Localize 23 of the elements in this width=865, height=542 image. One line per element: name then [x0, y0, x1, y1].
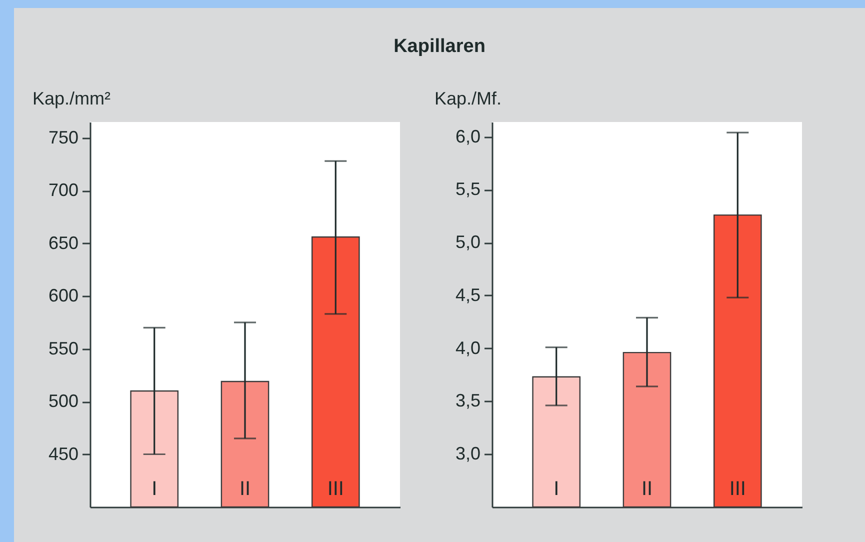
y-tick-label: 3,5 [455, 390, 480, 411]
x-tick-label: III [327, 478, 344, 500]
x-tick-label: II [641, 478, 653, 500]
text: Kapillaren [392, 36, 486, 58]
y-tick-label: 700 [48, 180, 78, 200]
y-tick-label: 5,5 [455, 179, 480, 200]
y-axis-title: Kap./mm² [32, 88, 111, 108]
y-tick-label: 500 [48, 391, 78, 412]
y-tick-label: 550 [48, 338, 78, 358]
y-tick-label: 600 [48, 286, 78, 306]
x-tick-label: III [729, 478, 746, 500]
y-axis-title: Kap./Mf. [434, 88, 502, 108]
y-tick-label: 650 [48, 232, 78, 253]
y-tick-label: 6,0 [455, 126, 480, 146]
y-tick-label: 750 [48, 127, 78, 148]
y-tick-label: 4,5 [455, 284, 480, 305]
y-tick-label: 5,0 [455, 232, 480, 252]
y-tick-label: 450 [48, 444, 78, 464]
y-tick-label: 4,0 [455, 338, 480, 358]
x-tick-label: I [152, 478, 158, 500]
y-tick-label: 3,0 [455, 444, 480, 464]
x-tick-label: I [554, 478, 560, 500]
x-tick-label: II [239, 478, 251, 500]
